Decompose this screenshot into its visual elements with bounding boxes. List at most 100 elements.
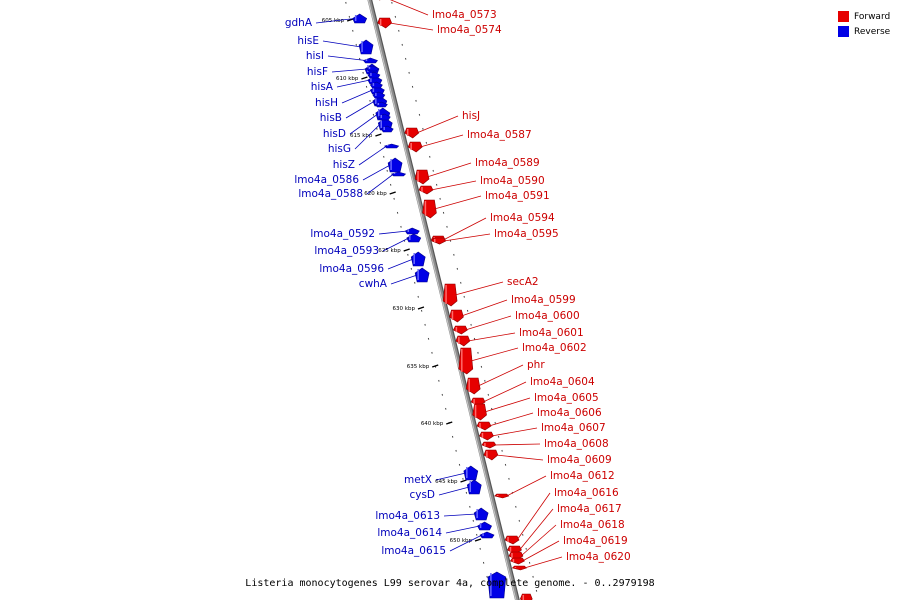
gene-label: metX [404, 474, 432, 486]
reverse-swatch [838, 26, 849, 37]
gene-label: lmo4a_0608 [544, 438, 609, 450]
forward-gene-arrow [511, 565, 527, 571]
gene-leader-line [478, 364, 524, 387]
forward-gene-arrow [519, 593, 533, 600]
legend-forward-label: Forward [854, 11, 891, 22]
gene-leader-line [315, 18, 355, 24]
gene-label: hisA [311, 81, 334, 93]
gene-leader-line [438, 486, 470, 496]
gene-label: lmo4a_0592 [310, 228, 375, 240]
gene-leader-line [345, 100, 376, 119]
reverse-gene-arrow [463, 465, 479, 481]
legend-reverse-label: Reverse [854, 26, 891, 37]
gene-label: lmo4a_0609 [547, 454, 612, 466]
scale-tick [474, 538, 482, 542]
scale-tick [446, 421, 453, 425]
legend-forward: Forward [838, 9, 890, 24]
reverse-gene-arrow [477, 521, 492, 531]
gene-label: lmo4a_0573 [432, 9, 497, 21]
gene-leader-line [495, 454, 544, 461]
gene-leader-line [484, 397, 531, 413]
reverse-gene-arrow [358, 39, 374, 55]
forward-gene-arrow [407, 141, 423, 153]
gene-leader-line [366, 173, 394, 195]
forward-gene-arrow [483, 449, 499, 461]
gene-leader-line [516, 492, 551, 541]
gene-leader-line [358, 145, 387, 166]
scale-tick [432, 364, 439, 368]
gene-leader-line [506, 475, 547, 497]
scale-tick-label: 615 kbp [350, 133, 373, 139]
gene-label: hisZ [333, 159, 355, 171]
gene-leader-line [322, 40, 362, 48]
gene-label: lmo4a_0604 [530, 376, 595, 388]
gene-label: lmo4a_0620 [566, 551, 631, 563]
forward-gene-arrow [418, 185, 434, 195]
gene-label: lmo4a_0586 [294, 174, 359, 186]
scale-tick [361, 76, 368, 80]
gene-leader-line [382, 237, 409, 252]
scale-tick [375, 133, 382, 137]
gene-leader-line [349, 113, 379, 135]
gene-leader-line [461, 299, 508, 317]
gene-label: cysD [409, 489, 435, 501]
scale-tick-label: 650 kbp [450, 538, 473, 544]
gene-label: lmo4a_0599 [511, 294, 576, 306]
gene-label: lmo4a_0616 [554, 487, 619, 499]
forward-gene-arrow [479, 431, 494, 441]
gene-leader-line [465, 315, 512, 331]
gene-label: lmo4a_0594 [490, 212, 555, 224]
forward-gene-arrow [458, 347, 474, 375]
gene-label: lmo4a_0619 [563, 535, 628, 547]
reverse-gene-arrow [387, 157, 403, 173]
gene-leader-line [389, 22, 434, 31]
reverse-gene-arrow [384, 143, 400, 149]
gene-label: hisJ [462, 110, 480, 122]
forward-gene-arrow [494, 493, 510, 499]
gene-label: lmo4a_0612 [550, 470, 615, 482]
gene-leader-line [445, 525, 480, 534]
gene-leader-line [443, 513, 477, 517]
scale-tick-label: 610 kbp [336, 76, 359, 82]
gene-leader-line [390, 274, 418, 285]
gene-label: lmo4a_0589 [475, 157, 540, 169]
gene-leader-line [430, 180, 477, 191]
gene-leader-line [491, 427, 538, 437]
reverse-gene-arrow [410, 251, 426, 267]
gene-label: lmo4a_0607 [541, 422, 606, 434]
forward-gene-arrow [404, 127, 420, 139]
scale-tick-label: 645 kbp [435, 479, 458, 485]
gene-label: hisE [297, 35, 319, 47]
gene-leader-line [354, 123, 381, 150]
gene-leader-line [341, 89, 373, 104]
gene-label: lmo4a_0590 [480, 175, 545, 187]
forward-gene-arrow [452, 325, 468, 335]
gene-leader-line [378, 230, 408, 235]
gene-label: hisF [307, 66, 328, 78]
gene-label: lmo4a_0606 [537, 407, 602, 419]
gene-leader-line [336, 79, 371, 88]
gene-label: lmo4a_0615 [381, 545, 446, 557]
scale-tick [389, 191, 396, 195]
gene-label: phr [527, 359, 545, 371]
scale-tick-label: 630 kbp [393, 306, 416, 312]
reverse-gene-arrow [414, 267, 430, 283]
gene-leader-line [416, 115, 459, 134]
gene-leader-line [390, 0, 429, 16]
reverse-gene-arrow [473, 507, 489, 521]
gene-leader-line [449, 534, 483, 552]
genome-caption: Listeria monocytogenes L99 serovar 4a, c… [245, 578, 655, 589]
gene-label: lmo4a_0613 [375, 510, 440, 522]
scale-tick-label: 620 kbp [364, 191, 387, 197]
gene-label: lmo4a_0591 [485, 190, 550, 202]
forward-gene-arrow [414, 169, 430, 185]
gene-leader-line [470, 347, 519, 362]
gene-leader-line [327, 55, 366, 61]
forward-gene-arrow [377, 17, 393, 29]
scale-tick-label: 625 kbp [378, 248, 401, 254]
gene-leader-line [522, 540, 560, 562]
scale-tick-label: 640 kbp [421, 421, 444, 427]
gene-leader-line [519, 508, 554, 551]
reverse-gene-arrow [479, 531, 495, 539]
